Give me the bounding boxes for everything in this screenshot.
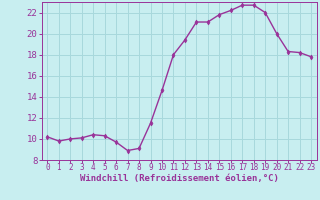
X-axis label: Windchill (Refroidissement éolien,°C): Windchill (Refroidissement éolien,°C)	[80, 174, 279, 183]
